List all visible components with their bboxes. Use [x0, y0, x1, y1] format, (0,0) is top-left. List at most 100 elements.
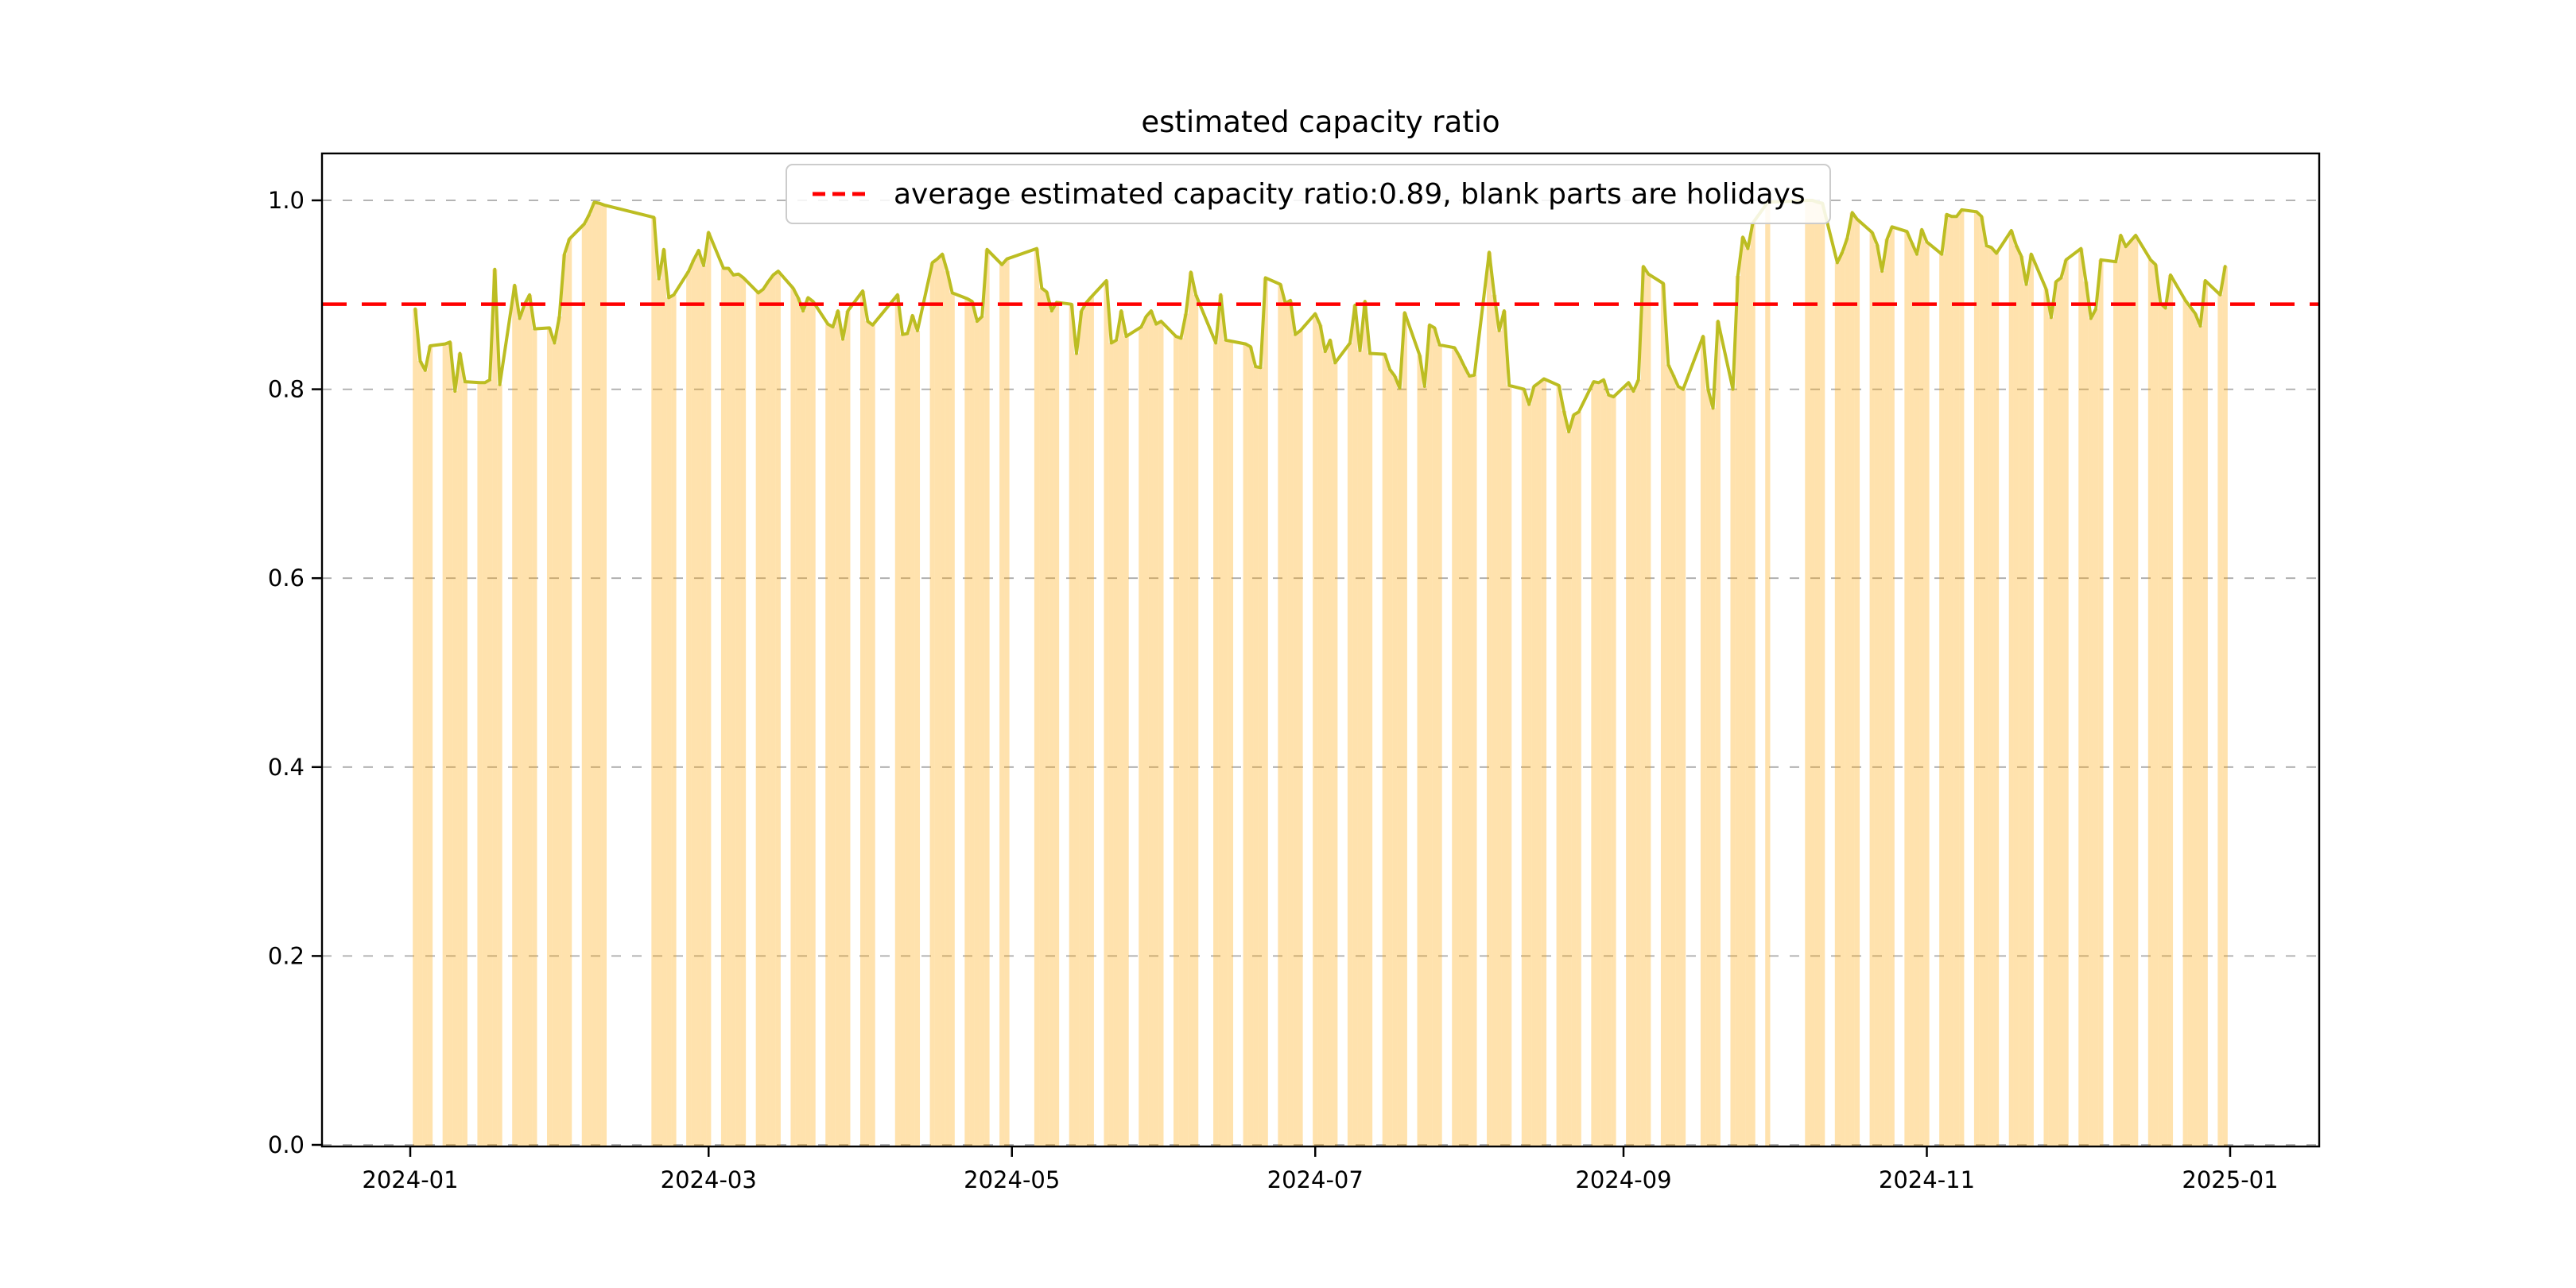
capacity-bar	[1253, 367, 1259, 1146]
capacity-bar	[2217, 294, 2223, 1146]
capacity-bar	[1322, 351, 1328, 1146]
x-tick-label: 2024-09	[1575, 1166, 1671, 1193]
capacity-bar	[984, 249, 990, 1146]
capacity-bar	[1422, 386, 1427, 1146]
capacity-bar	[2113, 262, 2119, 1146]
capacity-bar	[1327, 339, 1333, 1146]
capacity-bar	[2118, 235, 2124, 1146]
capacity-bar	[2019, 256, 2024, 1146]
capacity-bar	[2158, 303, 2163, 1146]
capacity-bar	[2198, 326, 2203, 1146]
legend-label: average estimated capacity ratio:0.89, b…	[894, 177, 1806, 211]
capacity-bar	[1501, 311, 1507, 1146]
capacity-bar	[2053, 281, 2059, 1146]
capacity-bar	[1924, 242, 1930, 1146]
workday-bars	[413, 200, 2228, 1146]
capacity-bar	[512, 285, 518, 1146]
capacity-bar	[1153, 324, 1159, 1146]
x-tick-label: 2024-07	[1267, 1166, 1364, 1193]
capacity-bar	[1527, 404, 1532, 1146]
capacity-bar	[452, 390, 458, 1146]
capacity-bar	[1571, 414, 1577, 1146]
capacity-bar	[766, 281, 771, 1146]
capacity-bar	[1293, 334, 1298, 1146]
capacity-bar	[1700, 336, 1706, 1146]
capacity-bar	[417, 360, 423, 1146]
capacity-bar	[1174, 336, 1179, 1146]
capacity-bar	[964, 298, 970, 1146]
capacity-bar	[1810, 200, 1815, 1146]
capacity-bar	[706, 232, 712, 1146]
capacity-bar	[1362, 301, 1368, 1146]
capacity-bar	[1049, 311, 1054, 1146]
capacity-bar	[2182, 300, 2188, 1146]
capacity-bar	[1347, 343, 1353, 1146]
capacity-bar	[1805, 200, 1810, 1146]
capacity-bar	[1611, 397, 1616, 1146]
capacity-bar	[1357, 350, 1363, 1146]
capacity-bar	[1730, 389, 1736, 1146]
capacity-bar	[910, 315, 915, 1146]
capacity-bar	[1069, 304, 1074, 1146]
capacity-bar	[487, 379, 493, 1146]
capacity-bar	[740, 277, 747, 1146]
capacity-bar	[587, 214, 592, 1146]
capacity-bar	[1228, 341, 1234, 1146]
capacity-bar	[592, 202, 597, 1146]
capacity-bar	[1119, 311, 1124, 1146]
capacity-bar	[1213, 343, 1219, 1146]
capacity-bar	[1606, 394, 1612, 1146]
capacity-bar	[2013, 246, 2019, 1146]
capacity-bar	[1834, 262, 1841, 1146]
capacity-bar	[1740, 237, 1746, 1146]
capacity-bar	[1084, 302, 1089, 1146]
capacity-bar	[1869, 232, 1875, 1146]
capacity-bar	[1814, 202, 1821, 1146]
capacity-bar	[666, 297, 672, 1146]
capacity-bar	[1282, 303, 1288, 1146]
capacity-bar	[1193, 294, 1199, 1146]
capacity-bar	[1531, 386, 1537, 1146]
capacity-bar	[1073, 353, 1080, 1146]
capacity-bar	[720, 268, 727, 1146]
capacity-bar	[1243, 343, 1248, 1146]
capacity-bar	[726, 268, 731, 1146]
capacity-bar	[1939, 254, 1945, 1146]
capacity-bar	[1313, 313, 1318, 1146]
capacity-bar	[940, 254, 945, 1146]
capacity-bar	[422, 370, 428, 1146]
capacity-bar	[1820, 203, 1825, 1146]
capacity-bar	[1914, 254, 1920, 1146]
capacity-bar	[546, 328, 553, 1146]
x-tick-label: 2024-01	[362, 1166, 458, 1193]
capacity-bar	[790, 288, 796, 1146]
capacity-bar	[1909, 242, 1915, 1146]
capacity-bar	[1113, 339, 1119, 1146]
x-tick-label: 2024-11	[1879, 1166, 1975, 1193]
capacity-bar	[517, 318, 522, 1146]
capacity-bar	[1457, 356, 1462, 1146]
capacity-bar	[1670, 374, 1676, 1146]
capacity-bar	[1492, 294, 1497, 1146]
capacity-bar	[596, 203, 602, 1146]
capacity-bar	[2088, 318, 2094, 1146]
capacity-bar	[447, 342, 453, 1146]
capacity-bar	[1521, 389, 1527, 1146]
capacity-bar	[522, 304, 527, 1146]
capacity-bar	[974, 321, 980, 1146]
capacity-bar	[835, 311, 840, 1146]
capacity-bar	[1472, 374, 1477, 1146]
capacity-bar	[1705, 389, 1711, 1146]
capacity-bar	[1953, 216, 1960, 1146]
capacity-bar	[526, 294, 533, 1146]
capacity-bar	[949, 293, 955, 1146]
capacity-bar	[1218, 294, 1224, 1146]
capacity-bar	[1884, 239, 1890, 1146]
y-tick-label: 0.8	[268, 376, 305, 403]
capacity-bar	[2133, 235, 2139, 1146]
capacity-bar	[557, 316, 562, 1146]
capacity-bar	[1426, 324, 1433, 1146]
capacity-bar	[865, 321, 871, 1146]
capacity-bar	[1507, 385, 1512, 1146]
